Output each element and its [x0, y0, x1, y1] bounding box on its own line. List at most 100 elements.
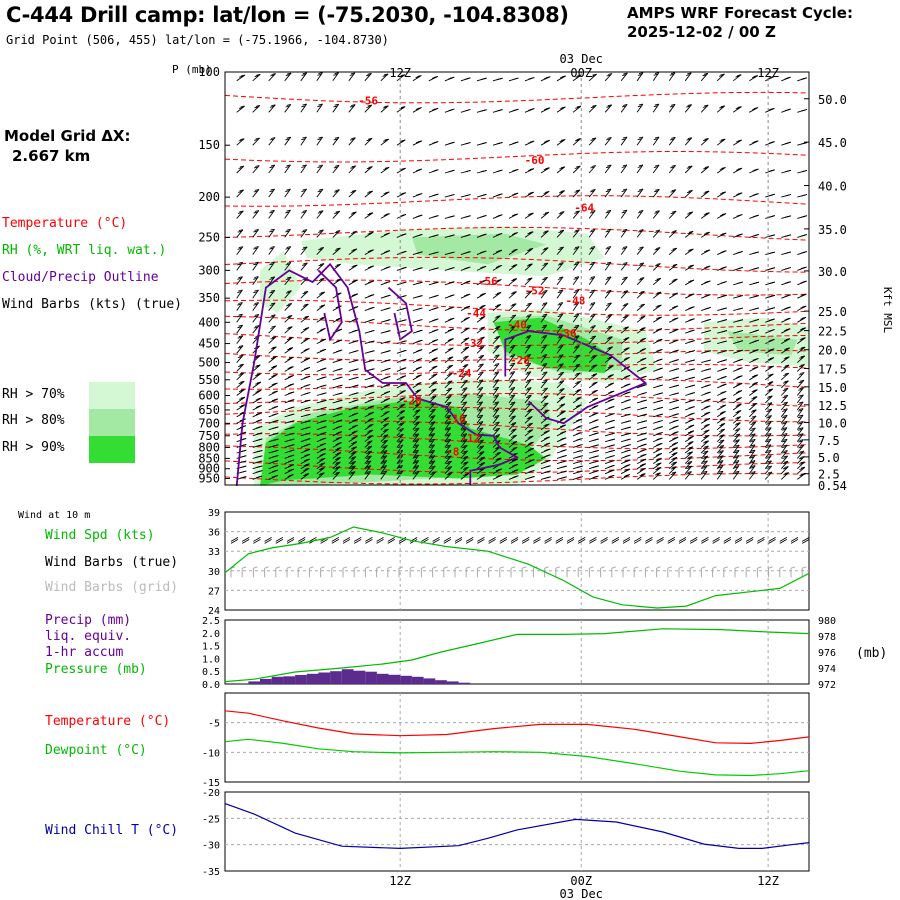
wind-barb-flag [352, 392, 357, 395]
wind-barb [780, 395, 789, 404]
wind-barb [572, 313, 580, 323]
wind-barb [412, 460, 420, 469]
wind-barb-flag [736, 214, 741, 217]
wind-barb-flag [256, 432, 261, 435]
wind-barb [428, 381, 437, 389]
wind-barb-flag [401, 167, 406, 170]
wind-barb-flag [687, 460, 693, 463]
wind-barb [781, 372, 790, 381]
wind-barb-flag [429, 428, 434, 431]
wind-barb-flag [624, 455, 629, 458]
wind-barb [556, 335, 564, 344]
wind-barb-flag [271, 104, 276, 107]
wind-barb-flag [590, 356, 596, 359]
wind-barb [348, 456, 357, 464]
pressure-tick-900: 900 [198, 462, 220, 476]
wind-barb [268, 137, 276, 146]
wind-barb [396, 433, 404, 442]
wind-barb-flag [511, 422, 517, 424]
wind-barb [332, 230, 341, 238]
wind-barb-flag [511, 279, 516, 282]
wind-barb-flag [497, 457, 502, 460]
wind-barb-flag [544, 455, 549, 457]
wind-barb-flag [510, 354, 516, 356]
wind-barb [620, 136, 628, 146]
sfc-wind-barb-true [667, 537, 675, 542]
wind-barb [588, 302, 596, 311]
pressure-tick-500: 500 [198, 356, 220, 370]
wind-barb-flag [575, 382, 580, 385]
pressure-unit-label: (mb) [856, 646, 887, 661]
wind-barb [652, 304, 662, 311]
wind-barb-flag [320, 277, 325, 280]
wind-barb-flag [493, 388, 498, 391]
wind-barb-flag [797, 434, 803, 437]
wind-barb [524, 362, 532, 372]
wind-barb-flag [558, 231, 563, 234]
wind-barb [684, 104, 692, 113]
wind-barb-flag [446, 438, 451, 441]
wind-barb-flag [785, 356, 790, 359]
wind-barb-flag [784, 339, 789, 342]
wind-barb-flag [431, 374, 436, 377]
wind-barb [732, 390, 743, 396]
wind-barb-flag [623, 290, 628, 293]
height-tick-1: 45.0 [818, 136, 847, 150]
wind-barb-flag [688, 350, 694, 353]
wind-barb-flag [544, 402, 549, 405]
wind-barb-flag [782, 427, 788, 430]
wind-barb-flag [638, 136, 644, 139]
wind-barb-flag [672, 306, 677, 309]
wind-barb-flag [285, 230, 290, 233]
wind-barb-flag [257, 389, 262, 392]
wind-barb [620, 347, 630, 354]
wind-barb-flag [528, 247, 534, 250]
wind-barb-flag [271, 73, 276, 76]
wind-barb-flag [446, 381, 451, 384]
wind-barb-flag [623, 72, 628, 75]
wind-barb-flag [335, 279, 340, 282]
height-tick-12: 7.5 [818, 434, 840, 448]
wind-barb-flag [445, 451, 450, 454]
wind-barb-flag [253, 230, 258, 233]
wind-barb-flag [704, 406, 709, 409]
wind-barb [268, 276, 276, 286]
wind-barb-flag [254, 302, 259, 305]
sfc-wind-barb-true [365, 539, 373, 544]
wind-barb [268, 164, 276, 174]
wind-barb-flag [319, 246, 324, 249]
wind-barb-flag [350, 462, 355, 465]
wind-barb-flag [605, 166, 611, 169]
wind-barb [460, 433, 468, 442]
wind-barb-flag [477, 409, 482, 412]
wind-barb-flag [447, 329, 453, 332]
wind-barb-flag [672, 318, 677, 321]
wind-barb-flag [640, 315, 646, 318]
wind-barb-flag [687, 232, 692, 235]
wind-barb-flag [608, 460, 613, 463]
wind-barb-flag [799, 387, 804, 390]
wind-barb-flag [560, 466, 565, 469]
wind-barb-flag [541, 364, 546, 367]
wind-barb-flag [415, 76, 420, 79]
wind-barb [652, 457, 662, 464]
wind-barb [764, 395, 773, 404]
wind-barb-flag [446, 433, 451, 435]
pressure-ytick-978: 978 [818, 632, 836, 643]
wind-barb-flag [590, 138, 595, 141]
wind-barb [428, 365, 438, 372]
wind-barb-flag [417, 107, 422, 109]
wind-barb-flag [288, 460, 293, 463]
wind-barb-flag [510, 386, 515, 389]
wind-barb-flag [461, 388, 467, 391]
wind-barb [428, 427, 436, 437]
wind-barb-flag [719, 444, 724, 447]
wind-barb [396, 106, 406, 113]
wind-barb-flag [768, 108, 773, 111]
wind-barb-flag [560, 190, 565, 193]
wind-chill-line [224, 803, 810, 850]
wind-barb-flag [477, 381, 482, 383]
wind-barb-flag [733, 451, 739, 454]
wind-barb [252, 325, 260, 334]
wind-barb-flag [477, 429, 483, 431]
